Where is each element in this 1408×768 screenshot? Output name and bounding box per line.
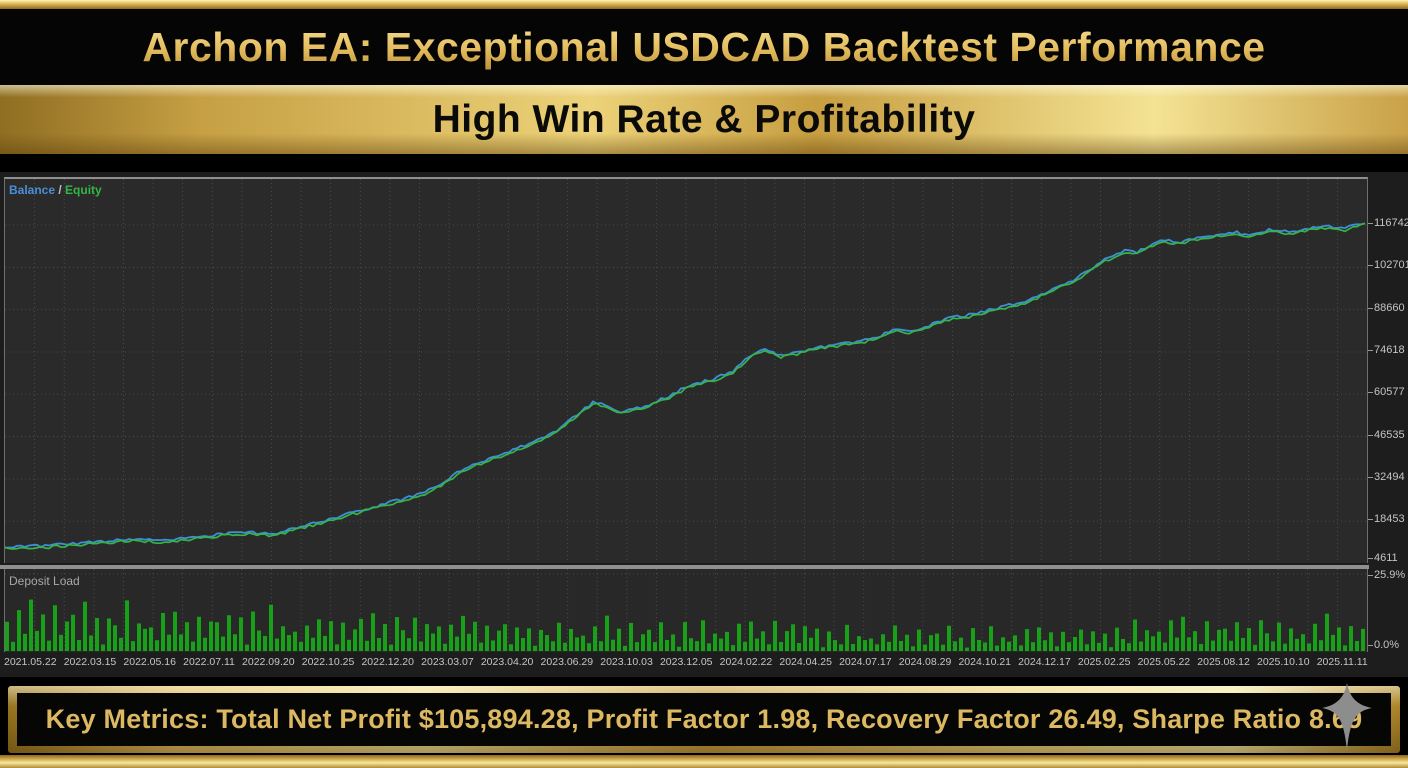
x-axis-date-label: 2021.05.22	[4, 656, 57, 668]
backtest-chart: Balance / Equity Deposit Load 2021.05.22…	[0, 172, 1408, 677]
bottom-gold-strip	[0, 755, 1408, 768]
x-axis-date-label: 2022.12.20	[361, 656, 414, 668]
x-axis-date-label: 2022.09.20	[242, 656, 295, 668]
x-axis-dates: 2021.05.22 2022.03.15 2022.05.16 2022.07.11…	[4, 653, 1368, 671]
y-axis-tick	[1368, 222, 1373, 224]
y-axis-tick	[1368, 519, 1373, 521]
y-axis-tick	[1368, 392, 1373, 394]
y-axis-tick	[1368, 575, 1373, 576]
x-axis-date-label: 2025.10.10	[1256, 656, 1310, 668]
y-axis-tick	[1368, 265, 1373, 267]
title-banner: Archon EA: Exceptional USDCAD Backtest P…	[0, 9, 1408, 85]
y-axis-label: 102701	[1374, 259, 1408, 272]
y-axis-label: 60577	[1374, 386, 1405, 399]
x-axis-date-label: 2023.04.20	[480, 656, 534, 668]
y-axis-label: 25.9%	[1374, 569, 1406, 581]
metrics-banner: Key Metrics: Total Net Profit $105,894.2…	[8, 683, 1400, 753]
x-axis-date-label: 2022.10.25	[301, 656, 355, 668]
x-axis-date-label: 2024.04.25	[779, 656, 832, 668]
x-axis-date-label: 2024.02.22	[719, 656, 773, 668]
balance-equity-plot	[4, 177, 1368, 563]
x-axis-date-label: 2023.03.07	[421, 656, 474, 668]
x-axis-date-label: 2024.12.17	[1018, 656, 1071, 668]
deposit-load-bars	[5, 569, 1367, 651]
sparkle-icon	[1322, 683, 1372, 751]
y-axis-tick	[1368, 307, 1373, 309]
x-axis-date-label: 2022.05.16	[123, 656, 176, 668]
y-axis-tick	[1368, 476, 1373, 478]
page-title: Archon EA: Exceptional USDCAD Backtest P…	[142, 23, 1266, 70]
chart-divider	[0, 565, 1369, 569]
legend-equity-label: Equity	[65, 183, 102, 197]
x-axis-date-label: 2023.12.05	[659, 656, 713, 668]
y-axis-tick	[1368, 558, 1373, 559]
x-axis-date-label: 2024.07.17	[839, 656, 892, 668]
y-axis-label: 46535	[1374, 428, 1405, 441]
deposit-load-label: Deposit Load	[9, 574, 80, 588]
x-axis-date-label: 2025.11.11	[1316, 656, 1368, 668]
legend-separator: /	[55, 183, 66, 197]
x-axis-date-label: 2023.06.29	[540, 656, 594, 668]
x-axis-date-label: 2024.10.21	[958, 656, 1012, 668]
y-axis-tick	[1368, 434, 1373, 436]
page-subtitle: High Win Rate & Profitability	[432, 97, 976, 141]
legend-balance-label: Balance	[9, 183, 56, 197]
metrics-banner-inner: Key Metrics: Total Net Profit $105,894.2…	[17, 693, 1391, 746]
y-axis-label: 88660	[1374, 301, 1405, 314]
x-axis-date-label: 2024.08.29	[898, 656, 952, 668]
y-axis-label: 18453	[1374, 513, 1405, 526]
deposit-load-plot	[4, 569, 1368, 652]
y-axis-label: 0.0%	[1374, 639, 1400, 651]
top-gold-strip	[0, 0, 1408, 9]
x-axis-date-label: 2025.08.12	[1197, 656, 1250, 668]
x-axis-date-label: 2023.10.03	[600, 656, 653, 668]
y-axis-tick	[1368, 349, 1373, 351]
chart-legend: Balance / Equity	[9, 183, 102, 197]
y-axis-label: 116742	[1374, 216, 1408, 229]
x-axis-date-label: 2025.05.22	[1137, 656, 1191, 668]
x-axis-date-label: 2022.07.11	[183, 656, 235, 668]
balance-equity-curve	[5, 179, 1367, 563]
x-axis-date-label: 2025.02.25	[1077, 656, 1131, 668]
key-metrics-text: Key Metrics: Total Net Profit $105,894.2…	[45, 704, 1363, 734]
y-axis-label: 32494	[1374, 470, 1405, 483]
x-axis-date-label: 2022.03.15	[63, 656, 117, 668]
y-axis-tick	[1368, 645, 1373, 646]
y-axis-label: 74618	[1374, 343, 1405, 356]
y-axis-label: 4611	[1374, 552, 1398, 564]
subtitle-banner: High Win Rate & Profitability	[0, 85, 1408, 154]
